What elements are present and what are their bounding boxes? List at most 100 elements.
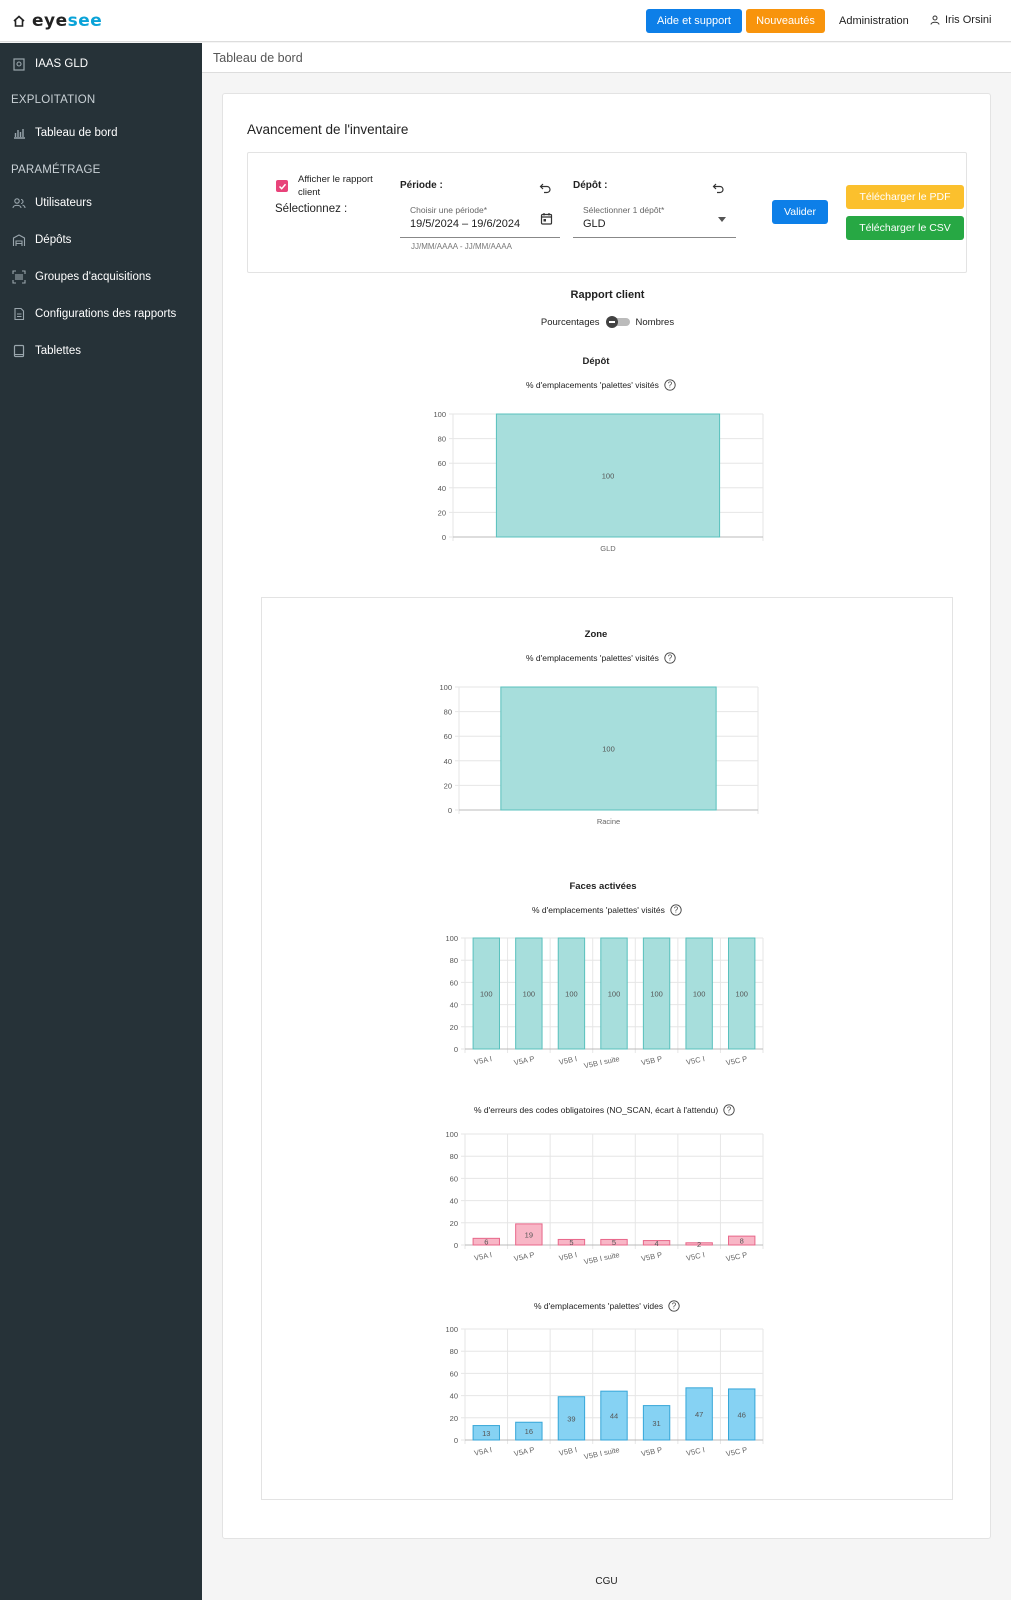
- sidebar-item-dashboard[interactable]: Tableau de bord: [0, 121, 202, 145]
- x-tick-label: V5B P: [640, 1054, 663, 1067]
- sidebar-item-site[interactable]: IAAS GLD: [0, 52, 202, 76]
- y-tick-label: 100: [445, 934, 458, 943]
- barcode-scan-icon: [12, 270, 26, 284]
- sidebar-item-label: IAAS GLD: [35, 58, 89, 70]
- y-tick-label: 40: [450, 1392, 458, 1401]
- chart-subtitle-depot: % d'emplacements 'palettes' visités ?: [526, 379, 676, 391]
- toggle-right-label: Nombres: [635, 316, 675, 328]
- data-label: 47: [695, 1410, 703, 1419]
- data-label: 8: [740, 1237, 744, 1246]
- y-tick-label: 20: [450, 1023, 458, 1032]
- data-label: 5: [569, 1238, 573, 1247]
- data-label: 2: [697, 1240, 701, 1249]
- x-tick-label: V5A P: [513, 1250, 535, 1263]
- bar: [642, 1240, 671, 1246]
- page-title: Avancement de l'inventaire: [247, 122, 409, 137]
- periode-separator: –: [462, 218, 469, 230]
- y-tick-label: 0: [454, 1436, 458, 1445]
- help-circle-icon[interactable]: ?: [668, 1300, 680, 1312]
- eyesee-logo[interactable]: eyesee: [12, 11, 102, 31]
- validate-button[interactable]: Valider: [772, 200, 828, 224]
- help-circle-icon[interactable]: ?: [664, 379, 676, 391]
- bar: [642, 937, 671, 1050]
- reset-periode-icon[interactable]: [539, 181, 552, 194]
- y-tick-label: 100: [433, 410, 446, 419]
- y-tick-label: 60: [450, 978, 458, 987]
- y-tick-label: 40: [450, 1197, 458, 1206]
- filters-panel: Afficher le rapport client Sélectionnez …: [247, 152, 967, 273]
- periode-format-help: JJ/MM/AAAA - JJ/MM/AAAA: [411, 242, 512, 251]
- bar: [557, 1396, 586, 1441]
- bar: [515, 1421, 543, 1441]
- depot-value: GLD: [583, 218, 606, 230]
- y-tick-label: 60: [450, 1174, 458, 1183]
- svg-text:?: ?: [727, 1106, 732, 1115]
- y-tick-label: 60: [450, 1369, 458, 1378]
- sidebar-item-label: Tablettes: [35, 345, 82, 357]
- bar: [495, 413, 721, 538]
- bar: [600, 937, 628, 1050]
- x-tick-label: V5C P: [725, 1054, 748, 1067]
- y-tick-label: 60: [444, 732, 452, 741]
- sidebar-item-groups[interactable]: Groupes d'acquisitions: [0, 265, 202, 289]
- check-icon: [278, 183, 286, 190]
- x-tick-label: V5A P: [513, 1445, 535, 1458]
- administration-link[interactable]: Administration: [839, 15, 909, 27]
- y-tick-label: 80: [438, 435, 446, 444]
- display-mode-toggle[interactable]: [605, 316, 630, 328]
- help-circle-icon[interactable]: ?: [723, 1104, 735, 1116]
- help-button[interactable]: Aide et support: [646, 9, 742, 33]
- zone-faces-panel: [261, 597, 953, 1500]
- bar-chart-icon: [14, 129, 25, 139]
- y-tick-label: 80: [450, 1347, 458, 1356]
- y-tick-label: 80: [444, 708, 452, 717]
- svg-text:?: ?: [668, 381, 673, 390]
- users-icon: [12, 198, 26, 209]
- footer-cgu-link[interactable]: CGU: [595, 1576, 618, 1587]
- chart-title-depot: Dépôt: [582, 356, 610, 367]
- data-label: 100: [480, 990, 493, 999]
- periode-field[interactable]: Choisir une période* 19/5/2024 – 19/6/20…: [400, 204, 560, 238]
- user-menu[interactable]: Iris Orsini: [930, 14, 991, 26]
- y-tick-label: 0: [454, 1045, 458, 1054]
- reset-depot-icon[interactable]: [712, 181, 725, 194]
- help-circle-icon[interactable]: ?: [664, 652, 676, 664]
- depot-select[interactable]: Sélectionner 1 dépôt* GLD: [573, 204, 736, 238]
- y-tick-label: 100: [445, 1325, 458, 1334]
- x-tick-label: Racine: [597, 817, 620, 826]
- bar: [600, 1238, 628, 1246]
- data-label: 19: [525, 1230, 533, 1239]
- data-label: 100: [650, 990, 663, 999]
- help-circle-icon[interactable]: ?: [670, 904, 682, 916]
- chart-subtitle-faces-visited: % d'emplacements 'palettes' visités ?: [532, 904, 682, 916]
- bar: [685, 1387, 713, 1441]
- sidebar-item-tablets[interactable]: Tablettes: [0, 339, 202, 363]
- y-tick-label: 20: [450, 1414, 458, 1423]
- chart-subtitle-text: % d'emplacements 'palettes' visités: [532, 905, 665, 915]
- y-tick-label: 20: [438, 508, 446, 517]
- calendar-icon[interactable]: [540, 212, 553, 225]
- breadcrumb-bar: Tableau de bord: [202, 43, 1011, 73]
- data-label: 13: [482, 1429, 490, 1438]
- chart-subtitle-text: % d'emplacements 'palettes' vides: [534, 1301, 664, 1311]
- x-tick-label: V5B I suite: [583, 1054, 620, 1070]
- y-tick-label: 40: [438, 484, 446, 493]
- sidebar-item-reports-config[interactable]: Configurations des rapports: [0, 302, 202, 326]
- periode-end: 19/6/2024: [471, 218, 521, 230]
- sidebar-item-depots[interactable]: Dépôts: [0, 228, 202, 252]
- bar: [515, 937, 543, 1050]
- download-csv-button[interactable]: Télécharger le CSV: [846, 216, 964, 240]
- sidebar-item-users[interactable]: Utilisateurs: [0, 191, 202, 215]
- download-pdf-button[interactable]: Télécharger le PDF: [846, 185, 964, 209]
- show-report-checkbox[interactable]: [276, 180, 288, 192]
- svg-text:?: ?: [668, 654, 673, 663]
- news-button[interactable]: Nouveautés: [746, 9, 825, 33]
- sidebar-item-label: Groupes d'acquisitions: [35, 271, 151, 283]
- x-tick-label: V5A I: [473, 1054, 492, 1067]
- bar: [472, 1237, 500, 1246]
- user-icon: [930, 15, 940, 25]
- breadcrumb: Tableau de bord: [213, 51, 303, 65]
- data-label: 16: [525, 1427, 533, 1436]
- periode-heading: Période :: [400, 180, 443, 191]
- logo-text-eye: eye: [32, 11, 68, 31]
